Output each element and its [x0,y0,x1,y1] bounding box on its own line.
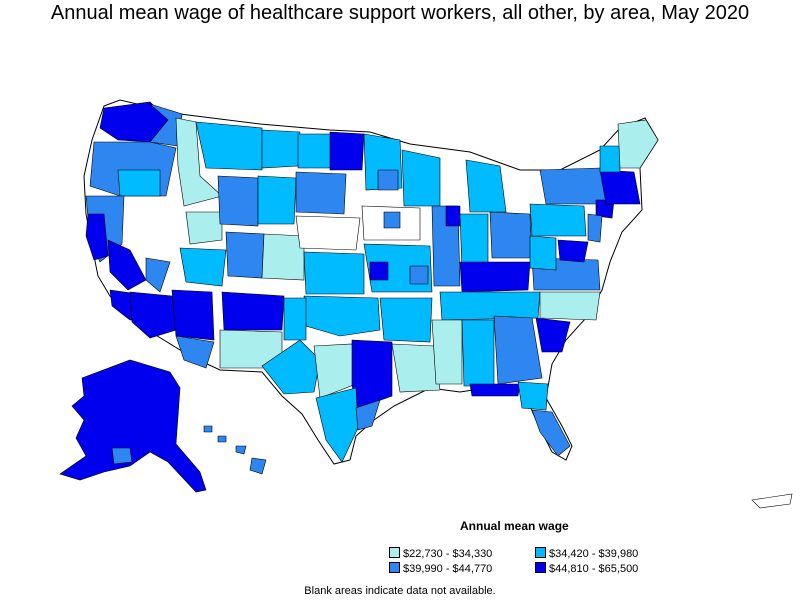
region-minnesota-twin-cities [377,169,399,191]
region-south-carolina [535,317,571,353]
legend-swatch [535,547,546,558]
region-colorado-east [261,233,305,281]
region-california-bay [85,213,109,261]
region-wyoming-east [257,175,297,225]
legend-label: $39,990 - $44,770 [403,563,493,575]
region-georgia [493,315,543,385]
region-kansas [303,251,365,295]
region-montana-east [261,129,301,169]
region-alaska-south [111,447,133,465]
legend-item: $39,990 - $44,770 [389,562,492,575]
region-hawaii-maui [235,445,247,455]
region-texas-gulf [355,399,381,431]
region-indiana [459,213,489,271]
region-vermont-nh [599,145,621,173]
region-arkansas [379,297,433,343]
region-hawaii-oahu [217,435,227,443]
region-wyoming [217,175,259,227]
region-pennsylvania [529,203,587,237]
legend-swatch [389,562,400,573]
map-title: Annual mean wage of healthcare support w… [50,2,750,24]
region-utah-south [179,247,227,287]
region-mississippi [431,319,463,385]
region-north-carolina [539,291,601,321]
region-new-jersey [587,213,603,243]
region-florida-north [517,381,549,411]
region-maryland-dc [557,239,589,263]
region-hawaii-kauai [203,425,213,433]
region-kentucky [459,261,531,293]
region-new-york [539,167,609,205]
region-washington-east [149,103,183,147]
region-alaska [59,359,207,493]
region-illinois-chicago [445,205,461,227]
region-montana-west [195,121,263,171]
region-hawaii-big-island [249,457,267,475]
legend-swatch [535,562,546,573]
legend-item: $22,730 - $34,330 [389,547,492,560]
region-colorado-west [225,231,265,279]
region-nebraska [295,215,361,251]
region-iowa-central [383,211,401,229]
region-missouri-stl [409,265,429,285]
region-new-mexico-north [221,291,285,331]
region-arizona-east [171,289,215,341]
region-michigan [465,159,507,213]
region-utah-north [185,211,223,245]
legend-swatch [389,547,400,558]
legend-title: Annual mean wage [460,519,569,533]
region-north-dakota-mid [297,133,331,169]
region-wisconsin [401,149,441,207]
region-oregon-south [117,169,161,197]
region-texas-west [261,339,321,395]
region-fills [85,101,659,463]
region-california-central [107,239,147,291]
legend-item: $44,810 - $65,500 [535,562,638,575]
legend-label: $44,810 - $65,500 [549,563,639,575]
legend-label: $22,730 - $34,330 [403,548,493,560]
hawaii [203,425,267,475]
region-texas-panhandle [283,297,307,341]
region-ohio [489,211,533,259]
alaska [59,359,207,493]
region-alabama [461,319,495,387]
region-missouri-kc [369,261,389,281]
region-tennessee [439,291,541,321]
region-texas-south [315,387,359,463]
region-nevada-south [145,257,171,293]
region-florida-panhandle [469,383,521,397]
legend-item: $34,420 - $39,980 [535,547,638,560]
region-north-dakota-east [329,131,365,171]
region-arizona-south [175,335,215,369]
region-west-virginia [529,235,557,271]
region-arizona-west [129,291,177,339]
region-texas-east [351,339,393,409]
region-florida-south [531,409,571,457]
region-puerto-rico [751,493,793,509]
footnote: Blank areas indicate data not available. [304,585,496,597]
region-louisiana [391,343,441,393]
region-new-england [599,169,641,205]
region-south-dakota [295,171,347,215]
region-maine [617,119,659,169]
legend-label: $34,420 - $39,980 [549,548,639,560]
